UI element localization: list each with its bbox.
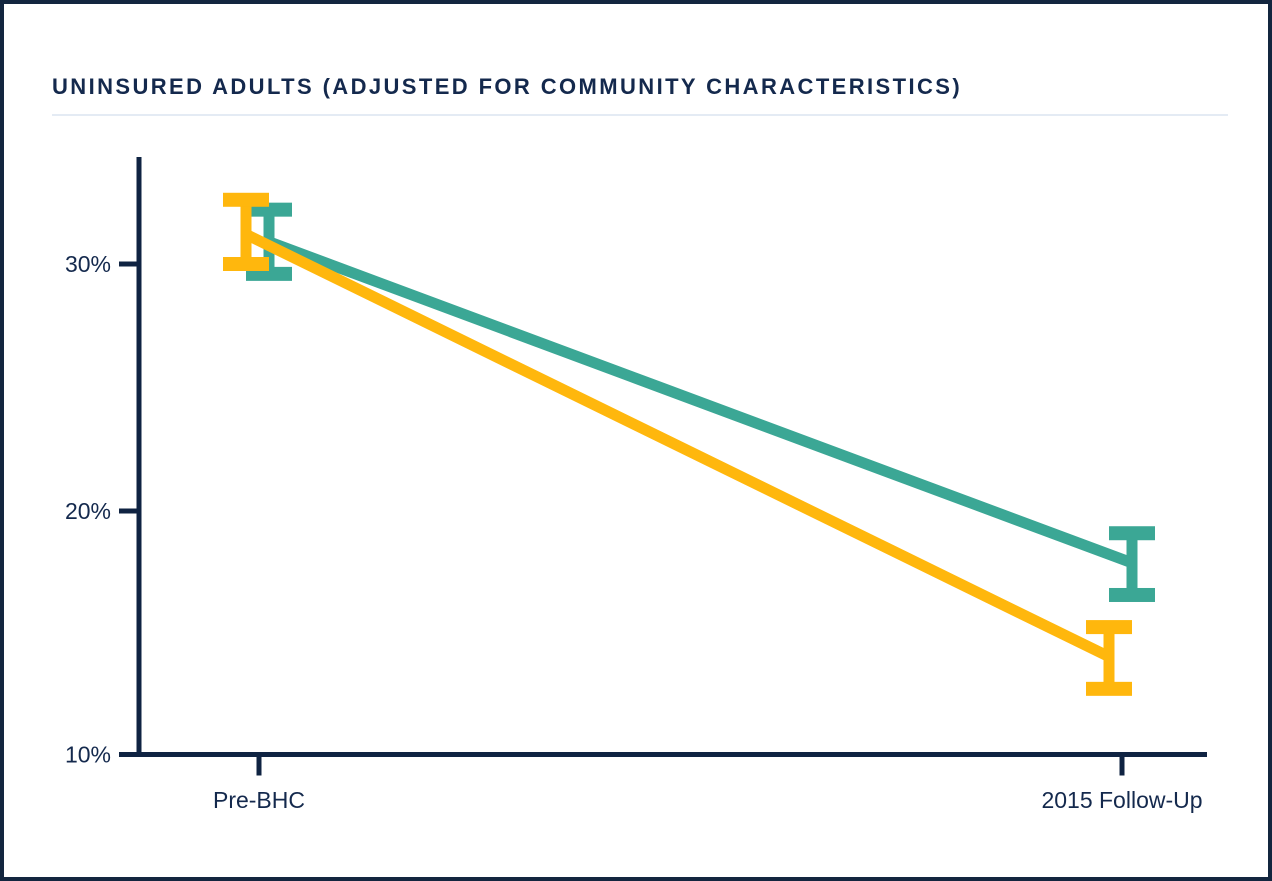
teal-series-errorbar-cap-top	[1109, 526, 1155, 541]
gold-series-errorbar-stem	[1103, 627, 1115, 689]
y-tick-mark	[119, 261, 139, 267]
y-axis-line	[136, 157, 142, 757]
teal-series-errorbar-cap-bottom	[1109, 587, 1155, 602]
y-tick-mark	[119, 508, 139, 514]
gold-series-errorbar-stem	[240, 199, 252, 264]
chart-header: UNINSURED ADULTS (ADJUSTED FOR COMMUNITY…	[52, 74, 1228, 116]
gold-series-line	[243, 229, 1112, 662]
y-tick-label: 10%	[65, 742, 111, 768]
gold-series-errorbar-cap-top	[1086, 620, 1132, 635]
gold-series-errorbar-cap-bottom	[223, 257, 269, 271]
chart-title: UNINSURED ADULTS (ADJUSTED FOR COMMUNITY…	[52, 74, 963, 99]
teal-series-errorbar-stem	[1126, 533, 1138, 595]
teal-series-line	[267, 236, 1134, 569]
x-axis-line	[119, 752, 1207, 757]
y-tick-label: 30%	[65, 251, 111, 277]
x-tick-mark	[1119, 754, 1125, 776]
y-tick-label: 20%	[65, 498, 111, 524]
x-axis-label: 2015 Follow-Up	[1041, 787, 1202, 813]
title-separator	[52, 114, 1228, 116]
gold-series-errorbar-cap-bottom	[1086, 681, 1132, 696]
x-axis-label: Pre-BHC	[213, 787, 305, 813]
line-chart: 30% 20% 10% Pre-BHC 2015 Follow-Up	[65, 157, 1207, 813]
gold-series-errorbar-cap-top	[223, 192, 269, 207]
x-tick-mark	[256, 754, 262, 776]
y-tick-mark	[119, 752, 139, 757]
